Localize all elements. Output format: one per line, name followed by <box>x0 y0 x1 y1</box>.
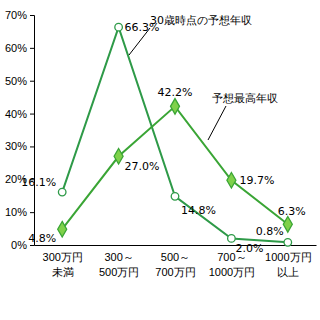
marker <box>228 235 236 243</box>
data-label: 6.3% <box>278 205 306 218</box>
data-label: 42.2% <box>158 86 193 99</box>
x-tick-label: 300万円未満 <box>43 251 83 278</box>
x-tick: 300～ 500万円 <box>99 245 139 278</box>
x-axis-line <box>35 245 317 246</box>
data-label: 16.1% <box>21 176 56 189</box>
x-tick-label-line: 500万円 <box>99 266 139 278</box>
y-tick-label: 0% <box>11 239 27 251</box>
y-tick-label: 10% <box>5 206 27 218</box>
data-label: 14.8% <box>181 204 216 217</box>
marker <box>58 188 66 196</box>
y-tick-label: 40% <box>5 108 27 120</box>
x-tick-label-line: 以上 <box>277 266 299 278</box>
x-tick-label-line: 未満 <box>52 266 74 278</box>
y-tick-label: 30% <box>5 140 27 152</box>
series-line <box>62 27 288 242</box>
marker <box>114 148 123 164</box>
y-tick-label: 70% <box>5 9 27 21</box>
data-label: 2.0% <box>235 242 263 255</box>
y-tick: 10% <box>5 206 34 218</box>
y-tick: 60% <box>5 42 34 54</box>
x-tick-label-line: 300万円 <box>43 251 83 263</box>
x-tick-label: 1000万円以上 <box>265 251 311 278</box>
legend-label: 30歳時点の予想年収 <box>150 14 252 27</box>
x-tick: 300万円未満 <box>43 245 83 278</box>
y-tick-mark <box>30 146 34 147</box>
y-tick-label: 50% <box>5 75 27 87</box>
legend: 30歳時点の予想年収予想最高年収 <box>129 14 278 140</box>
x-tick-label-line: 1000万円 <box>265 251 311 263</box>
y-axis: 0%10%20%30%40%50%60%70% <box>5 9 35 251</box>
x-axis: 300万円未満300～500万円500～700万円700～1000万円1000万… <box>35 245 317 278</box>
marker <box>284 239 292 247</box>
marker <box>171 193 179 201</box>
y-tick-mark <box>30 212 34 213</box>
y-tick: 30% <box>5 140 34 152</box>
x-tick-label: 500～ 700万円 <box>155 251 195 278</box>
x-tick-label: 300～ 500万円 <box>99 251 139 278</box>
chart: 0%10%20%30%40%50%60%70%300万円未満300～500万円5… <box>0 0 320 320</box>
y-tick: 50% <box>5 75 34 87</box>
series-line <box>62 106 288 229</box>
legend-label: 予想最高年収 <box>212 92 278 105</box>
callout-line <box>129 28 150 55</box>
y-tick-mark <box>30 81 34 82</box>
x-tick: 500～ 700万円 <box>155 245 195 278</box>
x-tick: 1000万円以上 <box>265 245 311 278</box>
marker <box>171 99 180 115</box>
x-tick-label-line: 500～ <box>161 251 190 263</box>
y-axis-line <box>30 16 35 246</box>
x-tick-label-line: 700万円 <box>155 266 195 278</box>
data-label: 27.0% <box>125 160 160 173</box>
marker <box>227 172 236 188</box>
marker <box>58 221 67 237</box>
x-tick-label-line: 300～ <box>104 251 133 263</box>
callout-line <box>208 106 226 140</box>
y-tick-mark <box>30 48 34 49</box>
marker <box>283 217 292 233</box>
y-tick-mark <box>30 114 34 115</box>
y-tick: 40% <box>5 108 34 120</box>
data-label: 0.8% <box>256 225 284 238</box>
data-label: 4.8% <box>28 232 56 245</box>
y-tick-label: 60% <box>5 42 27 54</box>
data-label: 19.7% <box>239 174 274 187</box>
y-tick-mark <box>30 15 34 16</box>
plot-area <box>58 23 293 246</box>
y-tick: 70% <box>5 9 34 21</box>
marker <box>115 23 123 31</box>
x-tick-label-line: 1000万円 <box>209 266 255 278</box>
data-labels: 16.1%66.3%14.8%2.0%0.8%4.8%27.0%42.2%19.… <box>21 21 306 255</box>
